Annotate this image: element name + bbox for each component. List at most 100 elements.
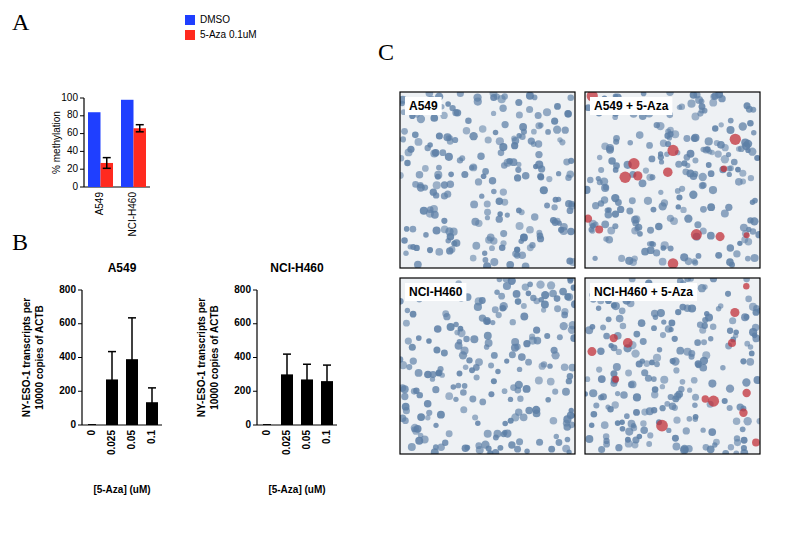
nucleus — [710, 278, 717, 282]
nucleus — [749, 303, 757, 311]
nucleus — [430, 377, 435, 382]
nucleus — [553, 126, 561, 134]
nucleus — [564, 110, 571, 117]
nucleus — [453, 239, 461, 247]
nucleus — [437, 444, 444, 451]
nucleus — [465, 118, 471, 124]
nucleus — [470, 335, 478, 343]
error-cap — [136, 131, 144, 133]
panel-letter: C — [378, 39, 394, 65]
nucleus — [445, 238, 451, 244]
nucleus — [596, 176, 601, 181]
nucleus — [401, 237, 408, 244]
nucleus — [422, 165, 429, 172]
y-tick-label: 200 — [234, 385, 251, 396]
nucleus — [548, 446, 555, 453]
nucleus — [557, 334, 563, 340]
nucleus — [680, 446, 688, 454]
x-tick-label: A549 — [94, 192, 105, 216]
nucleus — [554, 434, 559, 439]
nucleus — [748, 175, 754, 181]
error-bar — [283, 354, 291, 395]
nucleus — [490, 320, 495, 325]
nucleus — [516, 111, 523, 118]
image-tile: NCI-H460 — [397, 274, 579, 457]
nucleus — [496, 197, 503, 204]
nucleus — [564, 293, 571, 300]
nucleus — [403, 251, 408, 256]
nucleus — [406, 364, 412, 370]
nucleus — [603, 333, 610, 340]
nucleus — [484, 201, 491, 208]
y-tick — [80, 115, 84, 116]
nucleus — [508, 397, 513, 402]
nucleus — [633, 331, 640, 338]
plot-area — [88, 100, 146, 187]
nucleus — [514, 174, 521, 181]
stained-cell — [752, 439, 760, 447]
nucleus — [585, 376, 590, 382]
nucleus — [687, 100, 695, 108]
nucleus — [434, 171, 442, 179]
nucleus — [491, 111, 496, 116]
nucleus — [567, 94, 574, 101]
nucleus — [502, 93, 508, 99]
nucleus — [515, 298, 522, 305]
nucleus — [699, 108, 705, 114]
nucleus — [657, 347, 662, 352]
error-cap — [103, 168, 111, 170]
y-tick — [253, 391, 257, 392]
image-tile: NCI-H460 + 5-Aza — [583, 275, 763, 457]
error-line — [286, 354, 288, 395]
nucleus — [678, 386, 684, 392]
nucleus — [565, 110, 572, 117]
error-cap — [88, 424, 96, 425]
nucleus — [410, 357, 417, 364]
nucleus — [525, 359, 532, 366]
nucleus — [721, 155, 729, 163]
nucleus — [615, 444, 622, 451]
nucleus — [526, 291, 532, 297]
nucleus — [502, 430, 507, 435]
nucleus — [589, 423, 594, 428]
nucleus — [485, 236, 493, 244]
error-bar — [148, 388, 156, 417]
nucleus — [565, 174, 571, 180]
nucleus — [477, 153, 484, 160]
nucleus — [649, 155, 656, 162]
error-cap — [128, 400, 136, 402]
nucleus — [744, 102, 751, 109]
nucleus — [743, 278, 750, 282]
nucleus — [748, 148, 756, 156]
nucleus — [518, 251, 526, 259]
nucleus — [668, 246, 674, 252]
nucleus — [529, 337, 537, 345]
nucleus — [508, 278, 516, 285]
error-line — [111, 352, 113, 408]
nucleus — [423, 232, 429, 238]
nucleus — [463, 365, 469, 371]
nucleus — [664, 133, 670, 139]
stained-cell — [585, 215, 592, 223]
nucleus — [646, 407, 654, 415]
nucleus — [403, 407, 410, 414]
nucleus — [712, 125, 718, 131]
error-bar — [303, 364, 311, 394]
nucleus — [741, 437, 748, 444]
nucleus — [405, 337, 412, 344]
nucleus — [540, 186, 548, 194]
nucleus — [691, 377, 698, 384]
stained-cell — [663, 167, 673, 177]
nucleus — [454, 330, 460, 336]
nucleus — [496, 216, 503, 223]
nucleus — [618, 255, 625, 262]
nucleus — [699, 182, 706, 189]
nucleus — [427, 142, 433, 148]
nucleus — [709, 99, 717, 107]
nucleus — [702, 284, 707, 289]
nucleus — [699, 327, 706, 334]
nucleus — [453, 397, 458, 402]
nucleus — [585, 435, 593, 443]
nucleus — [544, 203, 550, 209]
nucleus — [692, 402, 697, 407]
